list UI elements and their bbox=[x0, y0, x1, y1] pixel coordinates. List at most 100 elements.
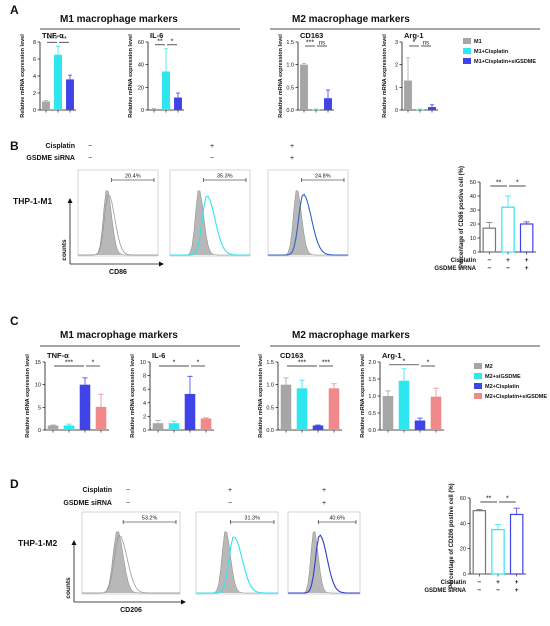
treatment-label: Cisplatin bbox=[45, 143, 75, 150]
y-tick-label: 0 bbox=[463, 572, 466, 578]
treatment-sign: − bbox=[487, 257, 491, 264]
y-tick-label: 0.0 bbox=[368, 428, 376, 434]
y-tick-label: 20 bbox=[460, 547, 466, 553]
y-tick-label: 0 bbox=[473, 250, 476, 256]
bar-chart: 0 2 4 6 8 Relative mRNA expression level TNF-α… bbox=[20, 31, 76, 118]
treatment-label: GSDME siRNA bbox=[26, 155, 75, 162]
treatment-sign: + bbox=[210, 143, 214, 150]
bar bbox=[174, 97, 182, 110]
y-axis-label: Relative mRNA expression level bbox=[130, 354, 136, 438]
y-tick-label: 4 bbox=[33, 74, 36, 80]
y-tick-label: 60 bbox=[138, 40, 144, 46]
group-title: M1 macrophage markers bbox=[60, 14, 178, 25]
panel-letter-C: C bbox=[10, 314, 19, 328]
arrow-head bbox=[67, 198, 73, 203]
histogram-frame bbox=[287, 511, 361, 595]
histogram-frame bbox=[77, 169, 159, 257]
y-axis-label: Relative mRNA expression level bbox=[382, 34, 388, 118]
gate-percentage: 40.6% bbox=[329, 516, 345, 522]
chart-title: TNF-α bbox=[42, 31, 64, 40]
sig-label: ** bbox=[496, 180, 502, 187]
treatment-sign: − bbox=[126, 500, 130, 507]
bar bbox=[79, 384, 91, 430]
bar bbox=[184, 393, 196, 430]
histogram-frame bbox=[195, 511, 279, 595]
gate-percentage: 31.3% bbox=[244, 516, 260, 522]
bar bbox=[501, 206, 515, 253]
y-tick-label: 0.5 bbox=[368, 411, 376, 417]
sig-label: ns bbox=[423, 41, 429, 47]
cell-line-label: THP-1-M1 bbox=[13, 196, 52, 206]
sample-histogram bbox=[78, 193, 158, 256]
bar bbox=[398, 380, 410, 430]
treatment-label: GSDME siRNA bbox=[63, 500, 112, 507]
legend-label: M1 bbox=[474, 39, 482, 45]
legend-label: M1+Cisplatin bbox=[474, 49, 509, 55]
gate-percentage: 24.8% bbox=[315, 174, 331, 180]
legend-swatch bbox=[463, 58, 471, 64]
bar bbox=[491, 529, 505, 575]
y-tick-label: 20 bbox=[470, 222, 476, 228]
bar bbox=[312, 425, 324, 430]
y-axis-label: Percentage of CD86 postive cell (%) bbox=[459, 166, 465, 268]
y-tick-label: 8 bbox=[143, 374, 146, 380]
sample-histogram bbox=[288, 534, 360, 594]
sig-label: ns bbox=[319, 41, 325, 47]
treatment-label: GSDME siRNA bbox=[434, 266, 476, 272]
bar bbox=[519, 223, 534, 253]
y-tick-label: 0.0 bbox=[286, 108, 294, 114]
arrow-head bbox=[71, 540, 77, 545]
bar bbox=[472, 510, 487, 575]
bar bbox=[404, 80, 412, 110]
sig-label: *** bbox=[65, 360, 73, 367]
y-tick-label: 30 bbox=[470, 208, 476, 214]
bar bbox=[296, 388, 308, 430]
legend-label: M2+Cisplatin+siGSDME bbox=[485, 394, 547, 400]
sample-histogram bbox=[82, 534, 180, 594]
chart-title: Arg-1 bbox=[404, 31, 424, 40]
y-tick-label: 2 bbox=[143, 414, 146, 420]
sig-label: * bbox=[403, 358, 406, 365]
bar bbox=[328, 388, 340, 430]
y-tick-label: 0.0 bbox=[266, 428, 274, 434]
bar-chart: 0 20 40 60 Relative mRNA expression level IL-… bbox=[128, 31, 184, 118]
chart-title: IL-6 bbox=[152, 351, 165, 360]
arrow-head bbox=[159, 261, 164, 267]
y-tick-label: 10 bbox=[470, 236, 476, 242]
treatment-label: Cisplatin bbox=[441, 580, 467, 586]
legend-swatch bbox=[474, 393, 482, 399]
y-tick-label: 1.5 bbox=[286, 40, 294, 46]
treatment-sign: + bbox=[515, 587, 519, 594]
sig-label: * bbox=[413, 40, 416, 47]
y-tick-label: 2.0 bbox=[368, 360, 376, 366]
treatment-sign: − bbox=[496, 587, 500, 594]
flow-histogram: 40.6% bbox=[287, 511, 361, 595]
counts-label: counts bbox=[65, 577, 72, 599]
gate-percentage: 53.2% bbox=[142, 516, 158, 522]
legend-swatch bbox=[474, 363, 482, 369]
bar bbox=[42, 101, 50, 110]
treatment-sign: + bbox=[228, 487, 232, 494]
treatment-sign: + bbox=[506, 257, 510, 264]
flow-histogram: 24.8% bbox=[267, 169, 349, 257]
cell-line-label: THP-1-M2 bbox=[18, 538, 57, 548]
bar-chart: 0 20 40 60 Percentage of CD206 postive cell … bbox=[449, 483, 526, 589]
bar bbox=[324, 98, 332, 110]
panel-letter-A: A bbox=[10, 3, 19, 17]
sig-label: *** bbox=[322, 360, 330, 367]
sig-label: ** bbox=[157, 38, 163, 45]
bar bbox=[414, 420, 426, 430]
y-axis-label: Relative mRNA expression level bbox=[360, 354, 366, 438]
treatment-sign: − bbox=[210, 155, 214, 162]
treatment-sign: + bbox=[496, 579, 500, 586]
y-axis-label: Relative mRNA expression level bbox=[25, 354, 31, 438]
bar bbox=[416, 109, 424, 111]
chart-title: CD163 bbox=[280, 351, 303, 360]
legend-label: M2+siGSDME bbox=[485, 374, 521, 380]
y-tick-label: 1.5 bbox=[266, 360, 274, 366]
y-tick-label: 0 bbox=[38, 428, 41, 434]
treatment-sign: + bbox=[515, 579, 519, 586]
